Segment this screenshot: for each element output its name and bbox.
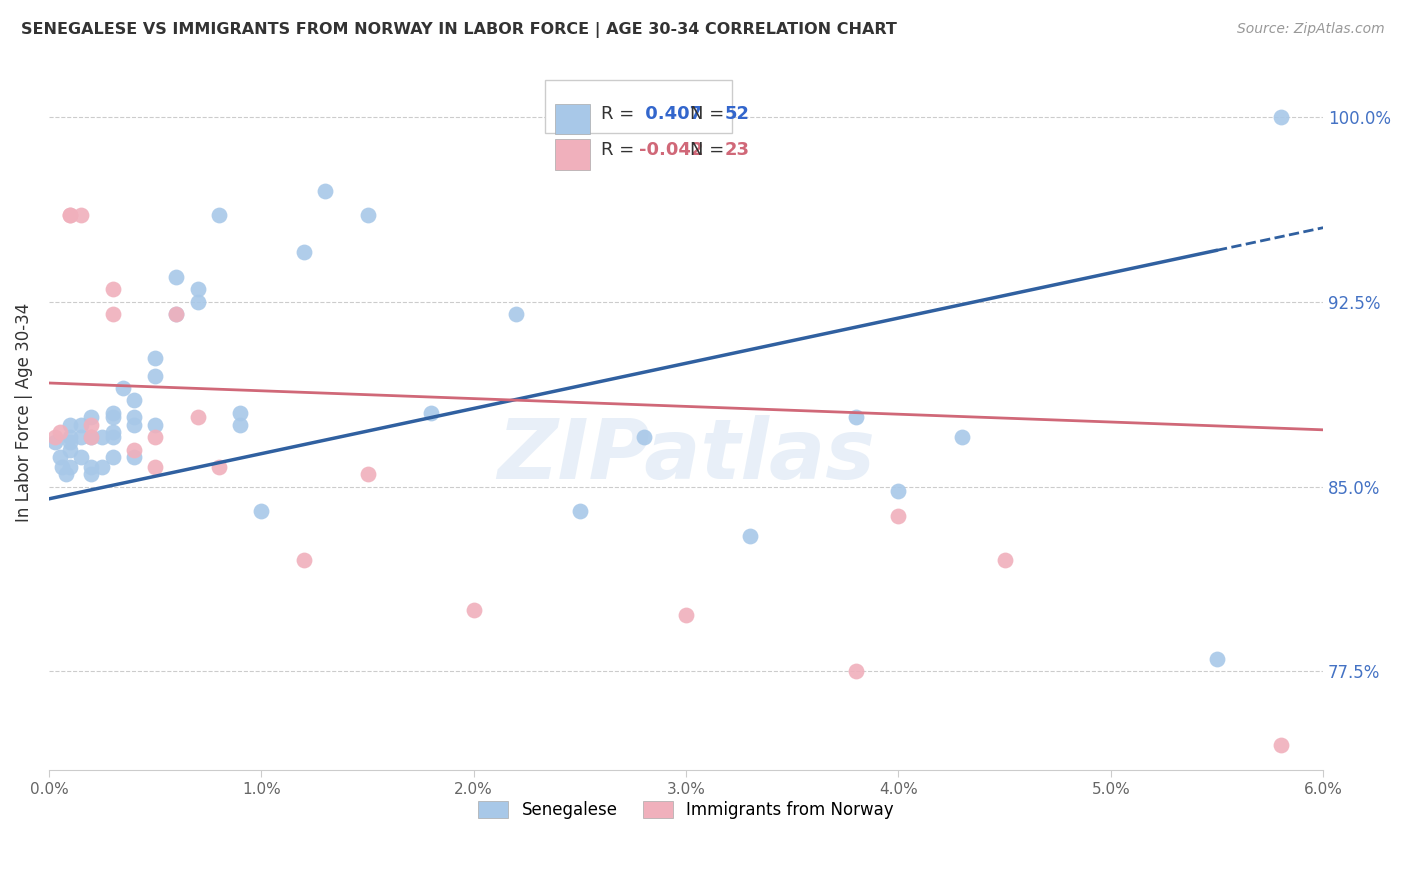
Point xyxy=(143,351,166,366)
Legend: Senegalese, Immigrants from Norway: Senegalese, Immigrants from Norway xyxy=(472,795,900,826)
Point xyxy=(80,417,103,432)
Text: SENEGALESE VS IMMIGRANTS FROM NORWAY IN LABOR FORCE | AGE 30-34 CORRELATION CHAR: SENEGALESE VS IMMIGRANTS FROM NORWAY IN … xyxy=(21,22,897,38)
Point xyxy=(143,417,166,432)
Point xyxy=(122,442,145,457)
Point xyxy=(44,430,66,444)
Point xyxy=(208,208,231,222)
Point xyxy=(122,417,145,432)
Point xyxy=(356,208,378,222)
Point xyxy=(69,450,91,464)
Point xyxy=(887,484,910,499)
Point xyxy=(420,406,443,420)
Point xyxy=(80,410,103,425)
Point xyxy=(59,459,82,474)
Point xyxy=(738,529,761,543)
Point xyxy=(44,435,66,450)
Point xyxy=(845,410,868,425)
Point xyxy=(59,208,82,222)
Point xyxy=(59,417,82,432)
Point xyxy=(187,410,209,425)
Text: 0.407: 0.407 xyxy=(638,105,702,123)
FancyBboxPatch shape xyxy=(555,103,591,134)
Point xyxy=(80,467,103,482)
Point xyxy=(101,430,124,444)
Point xyxy=(675,607,697,622)
Point xyxy=(208,459,231,474)
Point xyxy=(250,504,273,518)
Point xyxy=(91,430,114,444)
Text: N =: N = xyxy=(690,141,724,159)
Text: Source: ZipAtlas.com: Source: ZipAtlas.com xyxy=(1237,22,1385,37)
Point xyxy=(59,208,82,222)
Point xyxy=(112,381,135,395)
Text: ZIPatlas: ZIPatlas xyxy=(498,415,875,496)
Point xyxy=(994,553,1017,567)
Point xyxy=(48,425,70,440)
Point xyxy=(80,459,103,474)
Point xyxy=(59,442,82,457)
Point xyxy=(165,307,187,321)
Point xyxy=(59,430,82,444)
FancyBboxPatch shape xyxy=(555,139,591,169)
Point xyxy=(187,282,209,296)
Point xyxy=(292,245,315,260)
Point xyxy=(950,430,973,444)
Point xyxy=(122,393,145,408)
Point xyxy=(122,450,145,464)
Text: 23: 23 xyxy=(724,141,749,159)
Point xyxy=(356,467,378,482)
Point xyxy=(122,410,145,425)
Point xyxy=(101,406,124,420)
Point xyxy=(887,509,910,524)
Text: -0.042: -0.042 xyxy=(638,141,703,159)
Text: 52: 52 xyxy=(724,105,749,123)
Point xyxy=(91,459,114,474)
Point xyxy=(229,417,252,432)
Point xyxy=(1270,739,1292,753)
Point xyxy=(69,208,91,222)
Point xyxy=(229,406,252,420)
Point xyxy=(568,504,591,518)
Point xyxy=(80,430,103,444)
Point xyxy=(101,450,124,464)
Point xyxy=(55,467,77,482)
Text: R =: R = xyxy=(600,105,634,123)
Point xyxy=(101,282,124,296)
Text: R =: R = xyxy=(600,141,634,159)
Point xyxy=(69,417,91,432)
Point xyxy=(165,270,187,285)
Point xyxy=(314,184,336,198)
Point xyxy=(292,553,315,567)
Point xyxy=(1206,652,1229,666)
Point xyxy=(101,410,124,425)
Point xyxy=(187,294,209,309)
Point xyxy=(51,459,73,474)
Point xyxy=(48,450,70,464)
Text: N =: N = xyxy=(690,105,724,123)
Point xyxy=(633,430,655,444)
Point xyxy=(505,307,527,321)
Point xyxy=(143,368,166,383)
Point xyxy=(101,425,124,440)
Point xyxy=(143,459,166,474)
Point xyxy=(143,430,166,444)
Point xyxy=(845,665,868,679)
Point xyxy=(165,307,187,321)
Point xyxy=(59,435,82,450)
Y-axis label: In Labor Force | Age 30-34: In Labor Force | Age 30-34 xyxy=(15,303,32,522)
Point xyxy=(463,603,485,617)
Point xyxy=(69,430,91,444)
Point xyxy=(80,430,103,444)
Point xyxy=(1270,110,1292,124)
Point xyxy=(101,307,124,321)
